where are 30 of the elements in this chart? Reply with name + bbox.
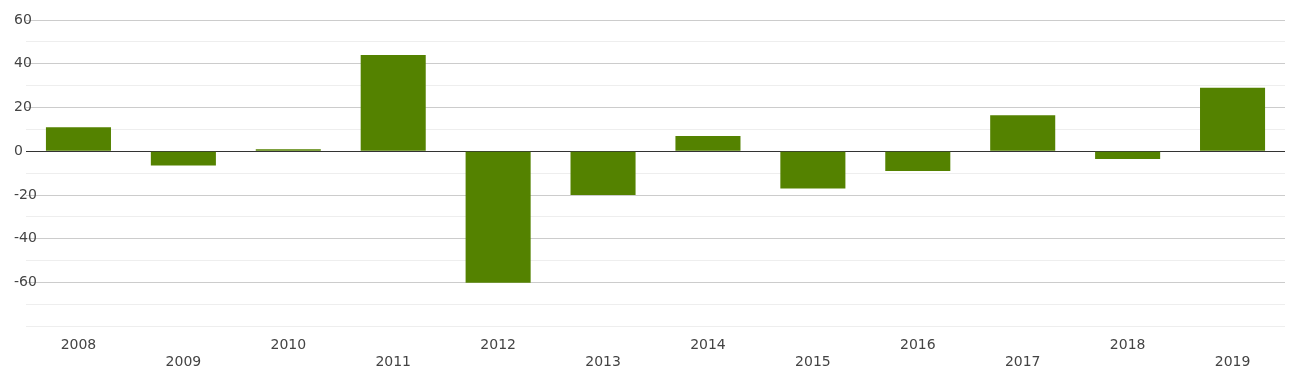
y-tick-label: 40 <box>14 54 32 71</box>
y-tick-label: -20 <box>14 185 37 202</box>
x-tick-label: 2014 <box>690 336 726 353</box>
bar <box>570 151 636 196</box>
y-tick-label: 0 <box>14 141 23 158</box>
bar <box>990 115 1056 151</box>
x-tick-label: 2012 <box>480 336 516 353</box>
x-tick-label: 2019 <box>1214 353 1251 370</box>
x-tick-label: 2011 <box>375 353 412 370</box>
bar <box>780 151 846 189</box>
y-tick-label: -60 <box>14 273 37 290</box>
bar <box>675 135 741 151</box>
bar <box>360 55 426 151</box>
bar <box>465 151 531 283</box>
x-tick-label: 2008 <box>60 336 97 353</box>
y-tick-label: -40 <box>14 229 37 246</box>
y-tick-label: 60 <box>14 10 32 27</box>
x-tick-label: 2013 <box>585 353 621 370</box>
x-tick-label: 2016 <box>899 336 936 353</box>
bar <box>150 151 216 166</box>
x-tick-label: 2009 <box>165 353 202 370</box>
x-tick-label: 2015 <box>795 353 831 370</box>
bar <box>885 151 951 172</box>
x-tick-label: 2018 <box>1109 336 1146 353</box>
x-tick-label: 2017 <box>1004 353 1041 370</box>
x-tick-label: 2010 <box>270 336 307 353</box>
bar <box>1200 87 1266 151</box>
y-tick-label: 20 <box>14 98 32 115</box>
bar <box>45 127 111 151</box>
bar <box>1095 151 1161 159</box>
